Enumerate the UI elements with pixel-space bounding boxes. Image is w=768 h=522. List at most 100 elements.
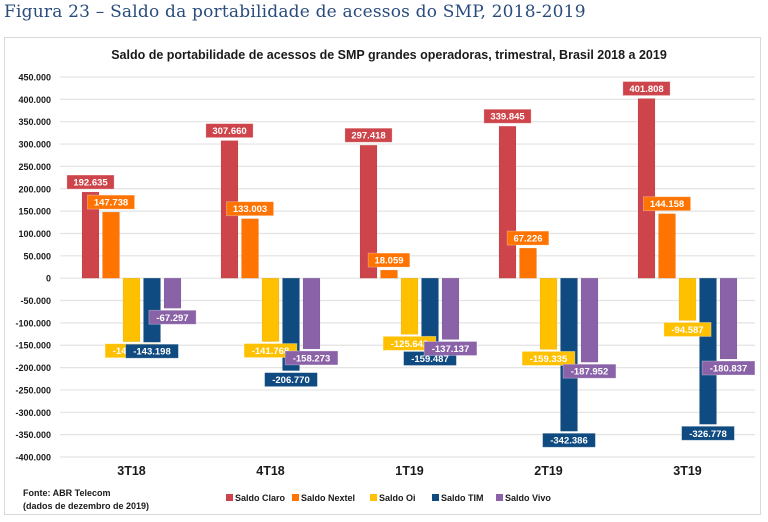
data-label-text: -137.137 <box>432 344 470 355</box>
bar-saldo-vivo <box>580 277 599 363</box>
data-label-text: -159.335 <box>530 354 568 365</box>
y-tick-label: 350.000 <box>18 117 51 127</box>
y-tick-label: -150.000 <box>15 341 51 351</box>
bar-saldo-oi <box>122 277 141 343</box>
x-category-label: 3T18 <box>117 464 146 478</box>
y-tick-label: 400.000 <box>18 95 51 105</box>
data-label-text: -141.768 <box>252 346 290 357</box>
bar-saldo-claro <box>81 191 100 279</box>
bar-saldo-claro <box>498 125 517 279</box>
bar-saldo-nextel <box>519 247 537 279</box>
data-label-text: -158.273 <box>293 353 331 364</box>
data-label-text: -206.770 <box>272 375 310 386</box>
data-label-text: -125.642 <box>391 339 429 350</box>
bar-saldo-claro <box>637 98 656 279</box>
legend-swatch <box>226 494 233 501</box>
y-tick-label: -50.000 <box>20 296 51 306</box>
y-tick-label: -300.000 <box>15 408 51 418</box>
bar-saldo-nextel <box>102 211 120 279</box>
data-label-text: 144.158 <box>650 199 684 210</box>
data-label-text: -326.778 <box>689 429 727 440</box>
data-label: 144.158 <box>643 196 692 212</box>
y-tick-label: 0 <box>46 274 51 284</box>
data-label: 401.808 <box>622 81 671 96</box>
legend-swatch <box>370 494 377 501</box>
y-tick-label: 300.000 <box>18 140 51 150</box>
y-tick-label: 150.000 <box>18 207 51 217</box>
data-label: 339.845 <box>483 108 532 124</box>
data-label-text: -180.837 <box>710 364 748 375</box>
data-label: -143.198 <box>125 343 179 359</box>
data-labels: 192.635147.738-142.177-143.198-67.297307… <box>66 81 756 448</box>
data-label: -137.137 <box>423 341 478 356</box>
y-tick-label: -250.000 <box>15 385 51 395</box>
bar-saldo-tim <box>699 277 717 425</box>
data-label: -94.587 <box>663 322 712 337</box>
data-label-text: 133.003 <box>233 204 267 215</box>
bar-saldo-nextel <box>241 218 259 279</box>
bar-saldo-vivo <box>441 277 460 340</box>
data-label-text: 401.808 <box>629 84 663 95</box>
data-label-text: 297.418 <box>351 131 385 142</box>
data-label-text: 307.660 <box>212 126 246 137</box>
data-label: 18.059 <box>367 252 411 268</box>
x-axis: 3T18 4T18 1T19 2T19 3T19 <box>117 464 702 478</box>
legend-swatch <box>292 494 299 501</box>
data-label: 307.660 <box>205 123 254 139</box>
data-label-text: -94.587 <box>671 325 703 336</box>
data-label: 297.418 <box>344 127 393 143</box>
bar-saldo-nextel <box>380 269 398 279</box>
x-category-label: 1T19 <box>395 464 424 478</box>
x-category-label: 3T19 <box>673 464 702 478</box>
legend: Saldo Claro Saldo Nextel Saldo Oi Saldo TIM… <box>226 493 551 503</box>
legend-label: Saldo Vivo <box>505 493 551 503</box>
bar-saldo-vivo <box>302 277 321 350</box>
data-label-text: -67.297 <box>156 313 188 324</box>
data-label-text: -187.952 <box>571 367 609 378</box>
y-tick-label: 50.000 <box>23 251 51 261</box>
legend-label: Saldo Oi <box>379 493 416 503</box>
y-tick-label: 450.000 <box>18 73 51 83</box>
data-label-text: 18.059 <box>374 256 403 267</box>
data-label-text: 67.226 <box>513 234 542 245</box>
legend-label: Saldo Nextel <box>301 493 355 503</box>
y-tick-label: 100.000 <box>18 229 51 239</box>
x-category-label: 4T18 <box>256 464 285 478</box>
data-label: 147.738 <box>87 194 136 210</box>
x-category-label: 2T19 <box>534 464 563 478</box>
legend-label: Saldo TIM <box>441 493 484 503</box>
legend-label: Saldo Claro <box>235 493 286 503</box>
data-label: -342.386 <box>542 432 596 448</box>
data-label: -159.335 <box>521 351 576 366</box>
bar-saldo-claro <box>359 144 378 279</box>
data-label-text: -342.386 <box>550 436 588 447</box>
y-axis: 450.000 400.000 350.000 300.000 250.000 200.0… <box>15 73 51 463</box>
y-tick-label: -350.000 <box>15 430 51 440</box>
legend-swatch <box>496 494 503 501</box>
bar-saldo-vivo <box>163 277 182 309</box>
data-label: -326.778 <box>681 425 735 441</box>
data-label-text: 192.635 <box>73 178 108 189</box>
source-note-line2: (dados de dezembro de 2019) <box>23 501 149 511</box>
chart-title: Saldo de portabilidade de acessos de SMP… <box>111 48 667 62</box>
bar-saldo-oi <box>400 277 419 335</box>
y-tick-label: 200.000 <box>18 184 51 194</box>
data-label: 67.226 <box>506 230 550 246</box>
y-tick-label: -100.000 <box>15 318 51 328</box>
y-tick-label: -200.000 <box>15 363 51 373</box>
data-label-text: -159.487 <box>411 354 449 365</box>
source-note-line1: Fonte: ABR Telecom <box>23 488 111 498</box>
data-label: -141.768 <box>243 343 298 358</box>
bar-saldo-oi <box>678 277 697 321</box>
data-label: -67.297 <box>148 309 197 325</box>
bar-saldo-nextel <box>658 213 676 279</box>
y-tick-label: 250.000 <box>18 162 51 172</box>
figure-title: Figura 23 – Saldo da portabilidade de ac… <box>4 2 586 22</box>
y-tick-label: -400.000 <box>15 453 51 463</box>
data-label: 192.635 <box>66 174 115 190</box>
data-label: -187.952 <box>562 363 617 379</box>
bar-saldo-oi <box>539 277 558 350</box>
data-label: -206.770 <box>264 372 318 388</box>
data-label: -158.273 <box>284 350 339 366</box>
